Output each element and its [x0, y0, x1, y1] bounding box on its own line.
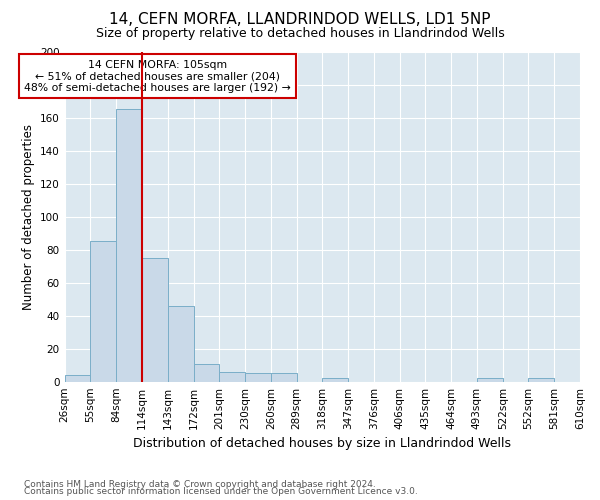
X-axis label: Distribution of detached houses by size in Llandrindod Wells: Distribution of detached houses by size … [133, 437, 511, 450]
Bar [116, 110, 142, 382]
Text: Contains HM Land Registry data © Crown copyright and database right 2024.: Contains HM Land Registry data © Crown c… [24, 480, 376, 489]
Bar [529, 378, 554, 382]
Bar [245, 374, 271, 382]
Text: 14, CEFN MORFA, LLANDRINDOD WELLS, LD1 5NP: 14, CEFN MORFA, LLANDRINDOD WELLS, LD1 5… [109, 12, 491, 28]
Y-axis label: Number of detached properties: Number of detached properties [22, 124, 35, 310]
Bar [65, 375, 91, 382]
Bar [168, 306, 194, 382]
Bar [271, 374, 296, 382]
Bar [194, 364, 219, 382]
Bar [219, 372, 245, 382]
Text: Size of property relative to detached houses in Llandrindod Wells: Size of property relative to detached ho… [95, 28, 505, 40]
Bar [91, 242, 116, 382]
Bar [142, 258, 168, 382]
Bar [322, 378, 348, 382]
Bar [477, 378, 503, 382]
Text: 14 CEFN MORFA: 105sqm
← 51% of detached houses are smaller (204)
48% of semi-det: 14 CEFN MORFA: 105sqm ← 51% of detached … [24, 60, 291, 93]
Text: Contains public sector information licensed under the Open Government Licence v3: Contains public sector information licen… [24, 487, 418, 496]
